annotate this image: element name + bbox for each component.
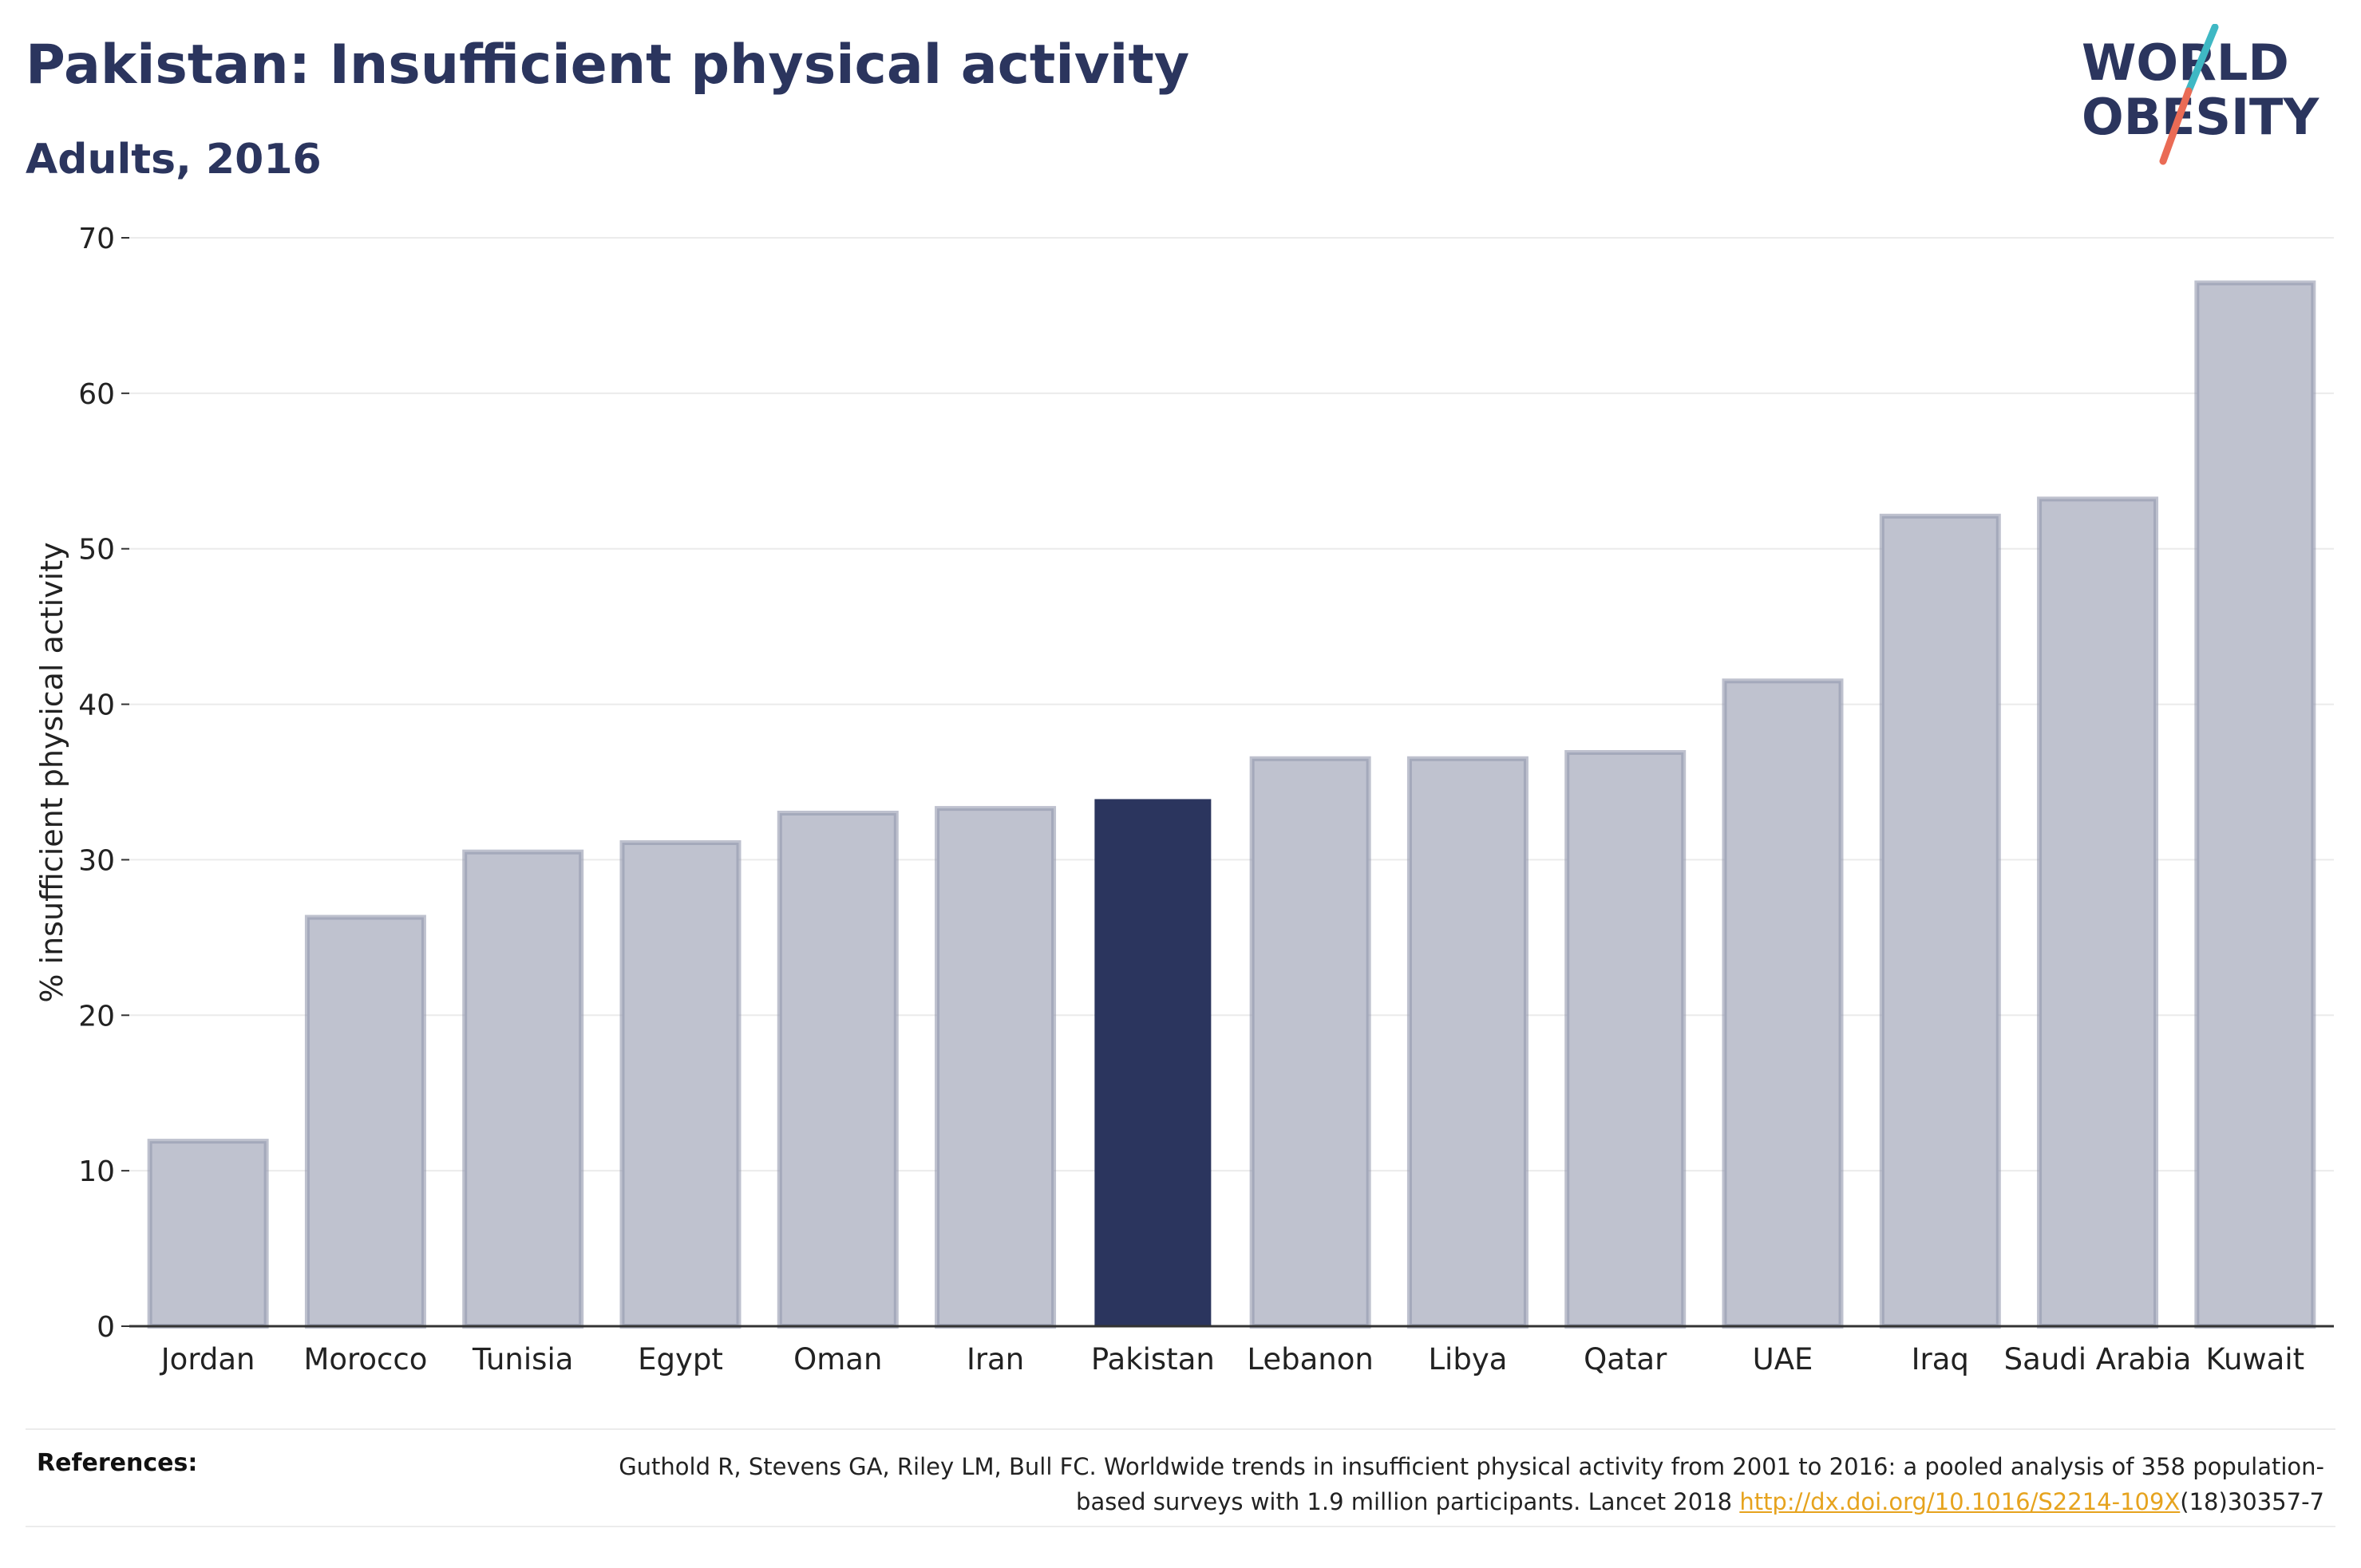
bar [1722,678,1844,1329]
bar [1249,756,1371,1329]
references-citation-suffix: (18)30357-7 [2180,1488,2324,1515]
y-tick-label: 50 [78,534,115,567]
bar-highlighted [1094,799,1212,1326]
x-tick-label: Oman [793,1342,882,1376]
bar [935,806,1057,1329]
bars [147,280,2316,1329]
bar [777,810,899,1329]
x-tick-label: Kuwait [2206,1342,2305,1376]
x-tick-label: Iraq [1912,1342,1969,1376]
bar [619,839,742,1329]
logo-text-obesity: OBESITY [2082,88,2319,146]
gridlines [129,237,2334,1172]
logo-slash-bottom [2159,87,2193,165]
bar [304,914,426,1329]
bar [2194,280,2316,1329]
x-tick-label: Iran [967,1342,1024,1376]
references-doi-link[interactable]: http://dx.doi.org/10.1016/S2214-109X [1739,1488,2181,1515]
y-tick-label: 60 [78,378,115,411]
bar [1406,756,1529,1329]
x-tick-label: Tunisia [472,1342,573,1376]
y-tick-label: 0 [97,1311,115,1344]
axes: 0 10 20 30 40 50 60 70 Jordan Morocco Tunisia Egypt… [78,223,2334,1376]
chart-subtitle: Adults, 2016 [26,136,322,184]
bar [147,1139,269,1329]
chart-title: Pakistan: Insufficient physical activity [26,34,1190,97]
y-tick-label: 70 [78,223,115,255]
bar [2037,496,2159,1329]
y-tick-label: 40 [78,689,115,722]
bar [1564,749,1687,1329]
x-tick-label: Pakistan [1091,1342,1215,1376]
y-tick-label: 10 [78,1155,115,1188]
x-tick-label: Libya [1428,1342,1507,1376]
logo-slash-top [2185,24,2219,95]
y-tick-label: 30 [78,844,115,877]
references-text: Guthold R, Stevens GA, Riley LM, Bull FC… [568,1449,2324,1519]
x-tick-label: UAE [1753,1342,1813,1376]
y-tick-label: 20 [78,1000,115,1033]
references-section: References: Guthold R, Stevens GA, Riley… [26,1428,2335,1527]
references-label: References: [37,1449,198,1477]
x-tick-label: Egypt [638,1342,723,1376]
x-tick-label: Morocco [303,1342,427,1376]
references-citation: Guthold R, Stevens GA, Riley LM, Bull FC… [619,1453,2324,1515]
x-tick-label: Jordan [160,1342,255,1376]
bar [1879,513,2001,1329]
x-tick-label: Qatar [1584,1342,1667,1376]
x-tick-label: Lebanon [1247,1342,1373,1376]
world-obesity-logo: WORLD OBESITY [2082,24,2319,165]
bar [462,849,584,1329]
bar-chart: 0 10 20 30 40 50 60 70 Jordan Morocco Tunisia Egypt… [34,223,2334,1376]
logo-text-world: WORLD [2082,34,2289,92]
x-tick-label: Saudi Arabia [2004,1342,2192,1376]
y-axis-label: % insufficient physical activity [34,542,69,1002]
